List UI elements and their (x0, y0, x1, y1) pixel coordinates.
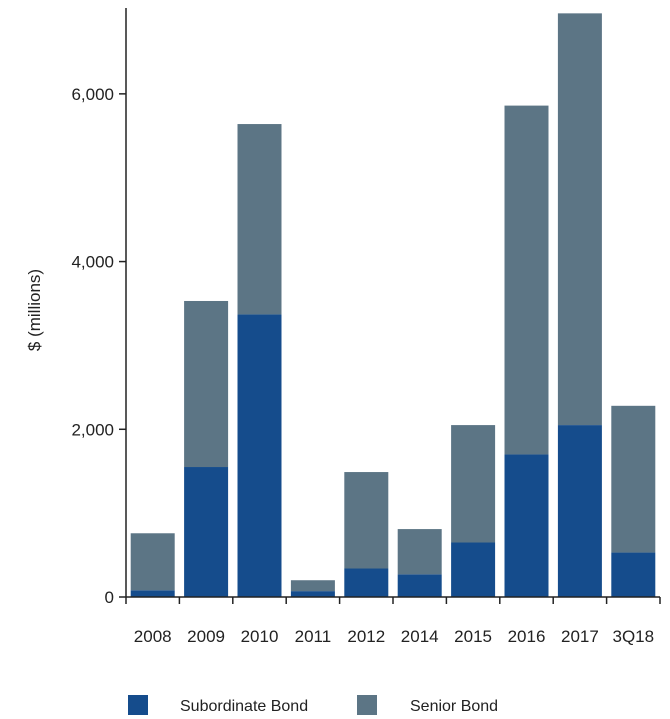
x-tick-label: 2011 (295, 627, 332, 646)
legend-swatch-subordinate (128, 695, 148, 715)
x-tick-label: 2010 (241, 627, 279, 646)
bar-senior-2008 (130, 533, 175, 591)
bar-senior-3Q18 (611, 405, 656, 553)
y-tick-label: 0 (105, 588, 114, 607)
bar-senior-2015 (451, 425, 496, 543)
bar-subordinate-2012 (344, 568, 389, 597)
bar-subordinate-2010 (237, 314, 282, 597)
x-tick-label: 2014 (401, 627, 439, 646)
bar-subordinate-2017 (557, 425, 602, 597)
y-tick-label: 6,000 (71, 85, 114, 104)
bar-subordinate-2015 (451, 542, 496, 597)
bar-subordinate-3Q18 (611, 552, 656, 597)
x-tick-label: 3Q18 (613, 627, 655, 646)
legend: Subordinate Bond Senior Bond (128, 695, 498, 715)
x-tick-label: 2017 (561, 627, 599, 646)
bar-subordinate-2011 (290, 591, 335, 597)
bar-senior-2012 (344, 472, 389, 569)
bar-senior-2017 (557, 13, 602, 426)
legend-swatch-senior (357, 695, 377, 715)
x-tick-label: 2016 (508, 627, 546, 646)
y-tick-label: 2,000 (71, 420, 114, 439)
legend-label-subordinate: Subordinate Bond (180, 698, 308, 715)
bar-senior-2009 (184, 300, 229, 468)
y-axis: 0 2,000 4,000 6,000 (71, 8, 127, 607)
x-axis: 2008 2009 2010 2011 2012 2014 2015 2016 2017 3Q18 (125, 596, 661, 646)
bar-subordinate-2016 (504, 454, 549, 597)
y-tick-label: 4,000 (71, 253, 114, 272)
bar-senior-2010 (237, 124, 282, 315)
bar-senior-2011 (290, 580, 335, 592)
x-tick-label: 2008 (134, 627, 172, 646)
bar-subordinate-2009 (184, 467, 229, 597)
y-axis-title: $ (millions) (25, 269, 44, 351)
legend-label-senior: Senior Bond (410, 698, 498, 715)
bars-layer (130, 13, 656, 597)
x-tick-label: 2012 (347, 627, 385, 646)
bar-subordinate-2014 (397, 574, 442, 597)
bar-senior-2014 (397, 529, 442, 575)
bar-senior-2016 (504, 105, 549, 455)
x-tick-label: 2009 (187, 627, 225, 646)
bar-subordinate-2008 (130, 590, 175, 597)
x-tick-label: 2015 (454, 627, 492, 646)
